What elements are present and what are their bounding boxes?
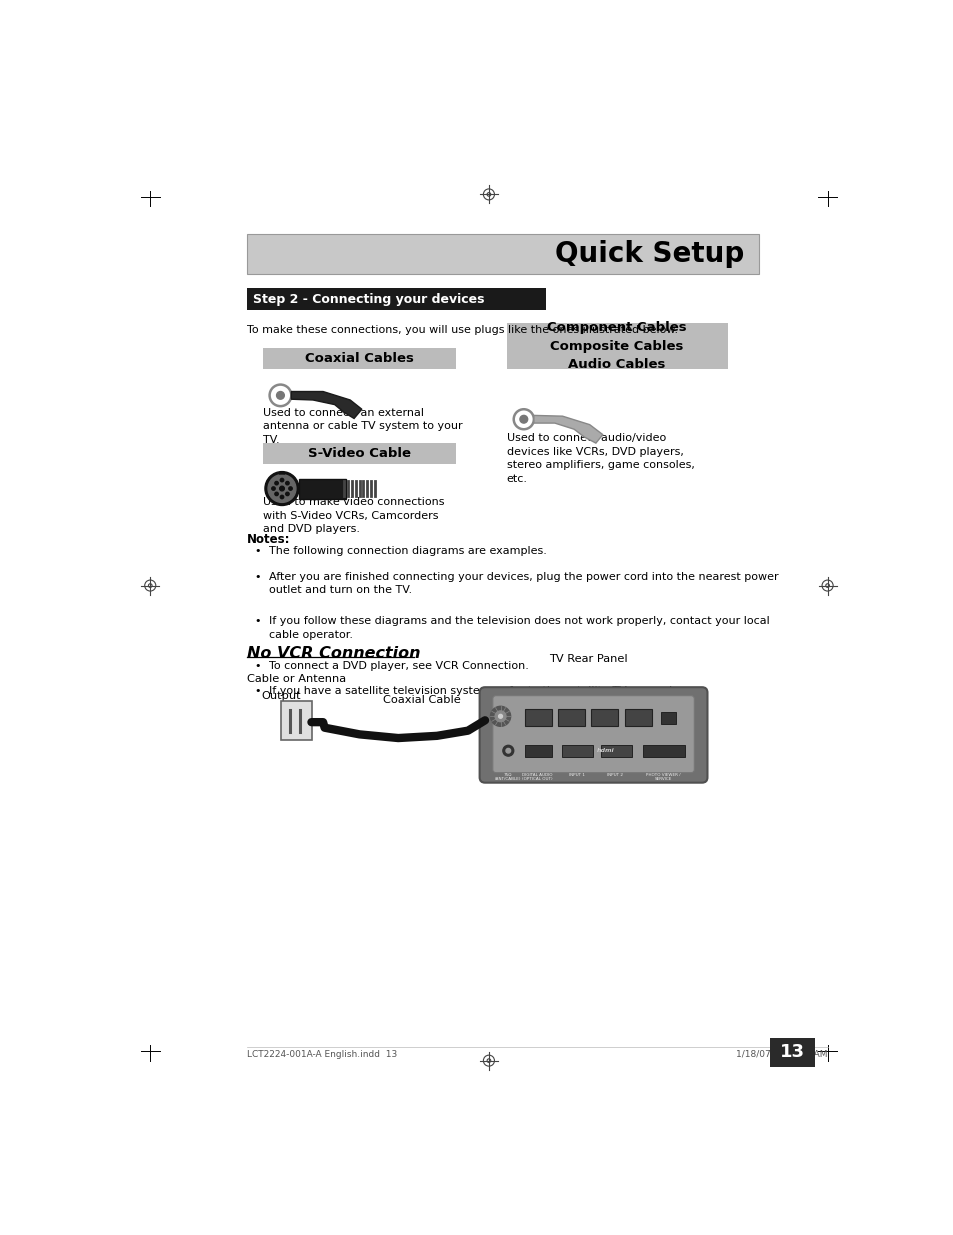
FancyBboxPatch shape (591, 709, 618, 725)
Text: INPUT 2: INPUT 2 (607, 773, 622, 777)
Polygon shape (534, 415, 602, 443)
Circle shape (519, 415, 527, 424)
FancyBboxPatch shape (558, 709, 584, 725)
Text: 13: 13 (780, 1044, 804, 1061)
Circle shape (505, 748, 510, 753)
Text: Coaxial Cable: Coaxial Cable (382, 695, 460, 705)
FancyBboxPatch shape (506, 324, 727, 369)
Text: TV Rear Panel: TV Rear Panel (549, 655, 627, 664)
FancyBboxPatch shape (262, 348, 456, 369)
Circle shape (490, 706, 510, 726)
FancyBboxPatch shape (493, 695, 694, 773)
Circle shape (274, 482, 278, 485)
Circle shape (276, 391, 284, 399)
Text: •: • (254, 572, 261, 582)
Circle shape (285, 493, 289, 495)
Circle shape (502, 746, 513, 756)
Text: •: • (254, 661, 261, 671)
FancyBboxPatch shape (599, 745, 631, 757)
Text: After you are finished connecting your devices, plug the power cord into the nea: After you are finished connecting your d… (269, 572, 778, 595)
Text: The following connection diagrams are examples.: The following connection diagrams are ex… (269, 546, 546, 556)
Circle shape (498, 714, 502, 719)
Circle shape (289, 487, 292, 490)
Text: Coaxial Cables: Coaxial Cables (305, 352, 414, 366)
Circle shape (272, 487, 274, 490)
Text: If you have a satellite television system, refer to the satellite TV manual.: If you have a satellite television syste… (269, 687, 675, 697)
Text: INPUT 1: INPUT 1 (568, 773, 584, 777)
Text: •: • (254, 687, 261, 697)
Text: PHOTO VIEWER /
SERVICE: PHOTO VIEWER / SERVICE (645, 773, 679, 781)
Text: Notes:: Notes: (247, 534, 291, 546)
Text: Output: Output (261, 692, 300, 701)
Text: DIGITAL AUDIO
(OPTICAL OUT): DIGITAL AUDIO (OPTICAL OUT) (522, 773, 553, 781)
Polygon shape (278, 472, 285, 474)
FancyBboxPatch shape (524, 709, 551, 725)
Text: 1/18/07  9:14:34 AM: 1/18/07 9:14:34 AM (736, 1050, 827, 1058)
Circle shape (280, 495, 283, 499)
FancyBboxPatch shape (281, 701, 312, 740)
Text: •: • (254, 546, 261, 556)
Text: LCT2224-001A-A English.indd  13: LCT2224-001A-A English.indd 13 (247, 1050, 397, 1058)
Text: Used to make video connections
with S-Video VCRs, Camcorders
and DVD players.: Used to make video connections with S-Vi… (262, 496, 444, 535)
Circle shape (285, 482, 289, 485)
Text: Component Cables
Composite Cables
Audio Cables: Component Cables Composite Cables Audio … (547, 321, 686, 370)
Circle shape (265, 472, 298, 505)
FancyBboxPatch shape (524, 745, 551, 757)
Text: S-Video Cable: S-Video Cable (308, 447, 411, 459)
Text: 75Ω
(ANT/CABLE): 75Ω (ANT/CABLE) (495, 773, 521, 781)
Circle shape (279, 487, 284, 490)
FancyBboxPatch shape (298, 478, 345, 499)
Text: Used to connect  an external
antenna or cable TV system to your
TV.: Used to connect an external antenna or c… (262, 408, 462, 445)
Circle shape (274, 493, 278, 495)
Circle shape (280, 478, 283, 482)
Text: Cable or Antenna: Cable or Antenna (247, 674, 346, 684)
Text: To make these connections, you will use plugs like the ones illustrated below.: To make these connections, you will use … (247, 325, 678, 335)
FancyBboxPatch shape (247, 288, 545, 310)
Text: If you follow these diagrams and the television does not work properly, contact : If you follow these diagrams and the tel… (269, 616, 769, 640)
Text: hdmi: hdmi (596, 748, 614, 753)
Text: To connect a DVD player, see VCR Connection.: To connect a DVD player, see VCR Connect… (269, 661, 528, 671)
FancyBboxPatch shape (262, 443, 456, 464)
FancyBboxPatch shape (769, 1037, 815, 1067)
FancyBboxPatch shape (479, 687, 707, 783)
FancyBboxPatch shape (660, 711, 676, 724)
Text: Used to connect audio/video
devices like VCRs, DVD players,
stereo amplifiers, g: Used to connect audio/video devices like… (506, 433, 694, 484)
Text: No VCR Connection: No VCR Connection (247, 646, 420, 662)
FancyBboxPatch shape (247, 233, 758, 274)
Circle shape (495, 711, 505, 721)
FancyBboxPatch shape (561, 745, 592, 757)
Polygon shape (291, 391, 361, 419)
Circle shape (268, 474, 295, 503)
FancyBboxPatch shape (624, 709, 652, 725)
FancyBboxPatch shape (642, 745, 684, 757)
Text: Quick Setup: Quick Setup (555, 240, 744, 268)
Text: Step 2 - Connecting your devices: Step 2 - Connecting your devices (253, 293, 484, 305)
Text: •: • (254, 616, 261, 626)
